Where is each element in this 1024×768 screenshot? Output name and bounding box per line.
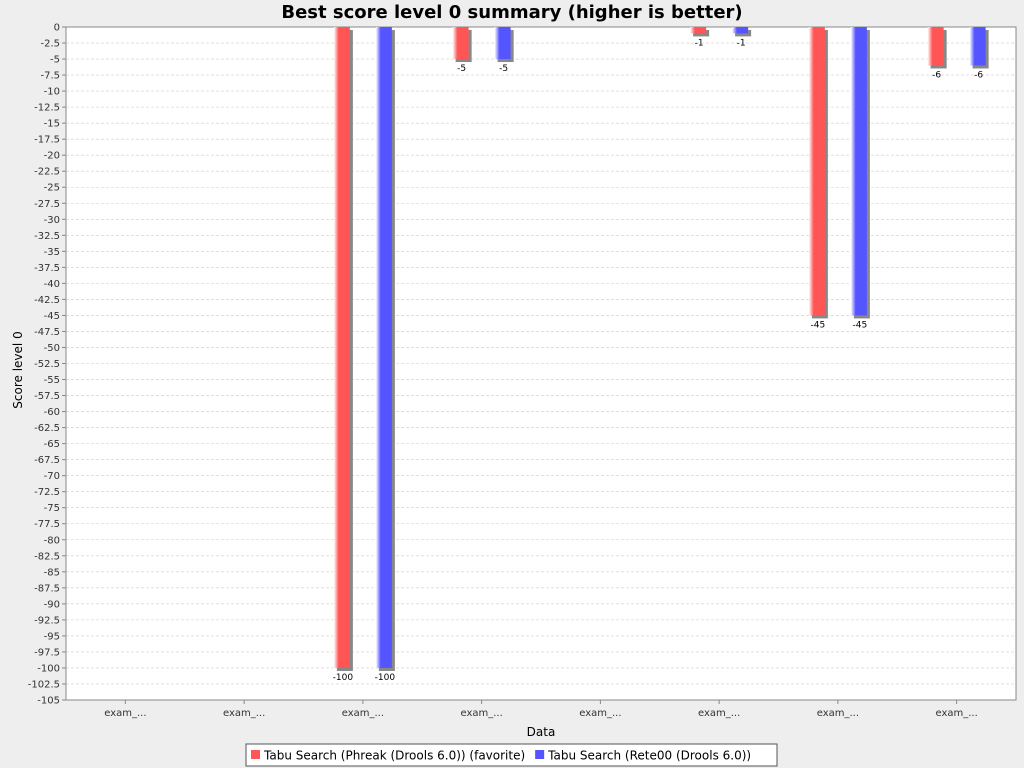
- legend: Tabu Search (Phreak (Drools 6.0)) (favor…: [245, 743, 778, 767]
- bar: [494, 27, 511, 60]
- bar: [850, 27, 867, 316]
- data-label: -5: [499, 64, 508, 74]
- y-tick-label: -27.5: [34, 199, 60, 210]
- y-tick-label: -90: [44, 599, 60, 610]
- y-tick-label: -17.5: [34, 135, 60, 146]
- y-axis-title: Score level 0: [11, 331, 25, 408]
- y-tick-label: -45: [44, 311, 60, 322]
- data-label: -45: [811, 320, 826, 330]
- y-tick-label: -32.5: [34, 231, 60, 242]
- y-tick-label: -22.5: [34, 167, 60, 178]
- y-tick-label: -65: [44, 439, 60, 450]
- x-tick-label: exam_...: [223, 708, 265, 719]
- y-tick-label: -60: [44, 407, 60, 418]
- bar: [927, 27, 944, 66]
- y-tick-label: -47.5: [34, 327, 60, 338]
- y-tick-label: -92.5: [34, 615, 60, 626]
- x-tick-label: exam_...: [342, 708, 384, 719]
- y-tick-label: -7.5: [40, 71, 60, 82]
- legend-label: Tabu Search (Rete00 (Drools 6.0)): [547, 749, 751, 763]
- y-tick-label: -2.5: [40, 39, 60, 50]
- y-tick-label: -50: [44, 343, 60, 354]
- bar: [969, 27, 986, 66]
- bars: -100 -100 -5 -5 -1 -1 -45 -45 -6 -6: [333, 27, 989, 683]
- y-tick-label: -30: [44, 215, 60, 226]
- data-label: -45: [853, 320, 868, 330]
- data-label: -6: [974, 70, 983, 80]
- y-tick-label: -72.5: [34, 487, 60, 498]
- y-tick-label: -67.5: [34, 455, 60, 466]
- x-tick-label: exam_...: [935, 708, 977, 719]
- y-tick-label: -77.5: [34, 519, 60, 530]
- data-label: -5: [457, 64, 466, 74]
- legend-label: Tabu Search (Phreak (Drools 6.0)) (favor…: [263, 749, 525, 763]
- y-tick-label: -42.5: [34, 295, 60, 306]
- legend-swatch: [251, 750, 260, 759]
- y-tick-label: -10: [44, 87, 60, 98]
- y-tick-label: -82.5: [34, 551, 60, 562]
- chart-title: Best score level 0 summary (higher is be…: [281, 2, 742, 23]
- x-tick-label: exam_...: [698, 708, 740, 719]
- y-tick-label: -25: [44, 183, 60, 194]
- bar: [333, 27, 350, 668]
- y-tick-label: -37.5: [34, 263, 60, 274]
- bar: [452, 27, 469, 60]
- y-tick-label: -70: [44, 471, 60, 482]
- y-tick-label: -55: [44, 375, 60, 386]
- x-axis-ticks: exam_... exam_... exam_... exam_... exam_...…: [104, 700, 978, 719]
- data-label: -1: [737, 38, 746, 48]
- y-tick-label: -102.5: [28, 679, 60, 690]
- y-tick-label: -80: [44, 535, 60, 546]
- y-tick-label: -62.5: [34, 423, 60, 434]
- y-tick-label: -35: [44, 247, 60, 258]
- bar: [808, 27, 825, 316]
- x-tick-label: exam_...: [104, 708, 146, 719]
- y-tick-label: -75: [44, 503, 60, 514]
- grid-lines: [66, 42, 1016, 685]
- y-tick-label: -20: [44, 151, 60, 162]
- data-label: -6: [932, 70, 941, 80]
- y-tick-label: -105: [37, 696, 60, 707]
- y-tick-label: -15: [44, 119, 60, 130]
- legend-box: [245, 743, 778, 767]
- y-tick-label: -52.5: [34, 359, 60, 370]
- bar: [732, 27, 749, 34]
- x-tick-label: exam_...: [460, 708, 502, 719]
- data-label: -100: [333, 673, 354, 683]
- y-tick-label: -57.5: [34, 391, 60, 402]
- y-tick-label: -5: [50, 55, 60, 66]
- y-tick-label: -87.5: [34, 583, 60, 594]
- y-tick-label: 0: [54, 23, 60, 34]
- x-tick-label: exam_...: [579, 708, 621, 719]
- y-tick-label: -100: [37, 663, 60, 674]
- y-tick-label: -97.5: [34, 647, 60, 658]
- x-tick-label: exam_...: [817, 708, 859, 719]
- data-label: -1: [695, 38, 704, 48]
- y-axis-ticks: 0 -2.5 -5 -7.5 -10 -12.5 -15 -17.5 -20 -22.5 -25 -2…: [28, 23, 66, 707]
- y-tick-label: -40: [44, 279, 60, 290]
- x-axis-title: Data: [527, 725, 556, 739]
- legend-swatch: [535, 750, 545, 759]
- data-label: -100: [375, 673, 396, 683]
- bar: [375, 27, 392, 668]
- y-tick-label: -85: [44, 567, 60, 578]
- y-tick-label: -12.5: [34, 103, 60, 114]
- bar: [690, 27, 707, 34]
- y-tick-label: -95: [44, 631, 60, 642]
